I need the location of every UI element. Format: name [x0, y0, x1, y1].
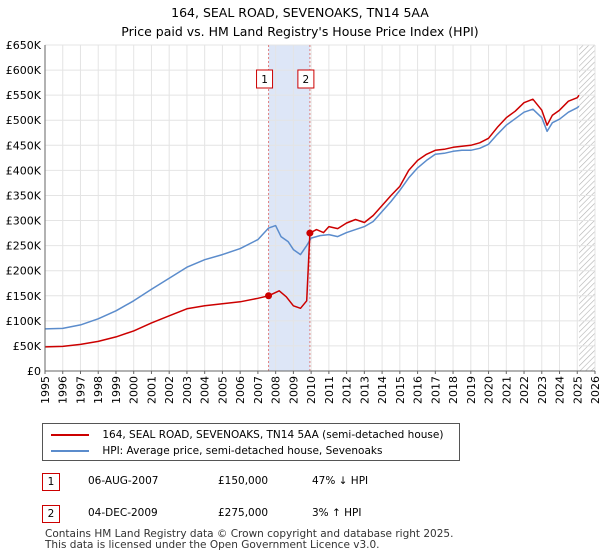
x-tick-label: 2014: [376, 376, 389, 404]
y-tick-label: £0: [27, 365, 41, 378]
y-tick-label: £50K: [13, 340, 42, 353]
transaction-marker: 2: [42, 505, 60, 523]
y-tick-label: £200K: [6, 265, 42, 278]
x-tick-label: 2023: [536, 376, 549, 404]
x-tick-label: 2002: [163, 376, 176, 404]
y-tick-label: £250K: [6, 240, 42, 253]
x-tick-label: 2010: [305, 376, 318, 404]
y-tick-label: £550K: [6, 89, 42, 102]
chart-title-block: 164, SEAL ROAD, SEVENOAKS, TN14 5AA Pric…: [0, 3, 600, 41]
hpi-line: [44, 105, 580, 330]
transaction-date: 06-AUG-2007: [88, 475, 159, 487]
x-tick-label: 1998: [92, 376, 105, 404]
chart-legend: 164, SEAL ROAD, SEVENOAKS, TN14 5AA (sem…: [42, 423, 460, 461]
sale-period-shading: [268, 45, 310, 371]
x-tick-label: 2024: [554, 376, 567, 404]
x-tick-label: 2007: [252, 376, 265, 404]
transaction-marker: 1: [42, 473, 60, 491]
sale-point: [306, 229, 314, 237]
x-tick-label: 2020: [483, 376, 496, 404]
x-tick-label: 2017: [429, 376, 442, 404]
x-tick-label: 2000: [128, 376, 141, 404]
sale-annotation-label: 1: [261, 74, 268, 86]
chart-title: 164, SEAL ROAD, SEVENOAKS, TN14 5AA: [171, 5, 429, 20]
sale-point: [265, 292, 273, 300]
y-tick-label: £300K: [6, 215, 42, 228]
x-tick-label: 2004: [199, 376, 212, 404]
x-tick-label: 1997: [74, 376, 87, 404]
y-tick-label: £350K: [6, 189, 42, 202]
x-tick-label: 2025: [571, 376, 584, 404]
sale-annotation-box: [297, 69, 315, 89]
x-tick-label: 2018: [447, 376, 460, 404]
x-tick-label: 2012: [341, 376, 354, 404]
x-tick-label: 2026: [589, 376, 600, 404]
x-tick-label: 2006: [234, 376, 247, 404]
x-tick-label: 2011: [323, 376, 336, 404]
x-tick-label: 2013: [358, 376, 371, 404]
plot-area: [45, 45, 595, 371]
price-chart: 1 2 £0 £50K £100K £150K £200K £250K £300K £350K £4…: [6, 39, 600, 404]
forecast-hatch: [579, 45, 595, 371]
y-tick-label: £400K: [6, 164, 42, 177]
chart-subtitle: Price paid vs. HM Land Registry's House …: [121, 24, 479, 39]
legend-item-property: 164, SEAL ROAD, SEVENOAKS, TN14 5AA (sem…: [51, 427, 443, 443]
x-tick-label: 2001: [145, 376, 158, 404]
legend-swatch-hpi: [51, 450, 89, 452]
y-tick-label: £650K: [6, 39, 42, 52]
transaction-date: 04-DEC-2009: [88, 507, 158, 519]
x-tick-label: 2019: [465, 376, 478, 404]
footer-licence: This data is licensed under the Open Gov…: [45, 539, 380, 551]
transaction-hpi: 3% ↑ HPI: [312, 507, 362, 519]
sale-annotation-box: [256, 69, 274, 89]
x-tick-label: 2009: [287, 376, 300, 404]
y-tick-label: £100K: [6, 315, 42, 328]
transaction-hpi: 47% ↓ HPI: [312, 475, 369, 487]
x-tick-label: 2021: [500, 376, 513, 404]
y-tick-label: £450K: [6, 139, 42, 152]
y-tick-label: £500K: [6, 114, 42, 127]
x-tick-label: 2003: [181, 376, 194, 404]
y-tick-label: £150K: [6, 290, 42, 303]
x-tick-label: 2016: [412, 376, 425, 404]
footer-copyright: Contains HM Land Registry data © Crown c…: [45, 528, 454, 540]
legend-swatch-property: [51, 434, 89, 436]
y-tick-label: £600K: [6, 64, 42, 77]
legend-item-hpi: HPI: Average price, semi-detached house,…: [51, 443, 382, 459]
property-price-line: [44, 94, 580, 348]
x-tick-label: 2022: [518, 376, 531, 404]
x-tick-label: 1996: [57, 376, 70, 404]
legend-label-property: 164, SEAL ROAD, SEVENOAKS, TN14 5AA (sem…: [102, 429, 444, 441]
transaction-price: £150,000: [218, 475, 269, 487]
legend-label-hpi: HPI: Average price, semi-detached house,…: [102, 445, 383, 457]
x-tick-label: 2005: [216, 376, 229, 404]
x-tick-label: 1995: [39, 376, 52, 404]
x-tick-label: 1999: [110, 376, 123, 404]
x-tick-label: 2008: [270, 376, 283, 404]
sale-annotation-label: 2: [303, 74, 310, 86]
transaction-price: £275,000: [218, 507, 269, 519]
footer: Contains HM Land Registry data © Crown c…: [45, 529, 453, 551]
x-tick-label: 2015: [394, 376, 407, 404]
